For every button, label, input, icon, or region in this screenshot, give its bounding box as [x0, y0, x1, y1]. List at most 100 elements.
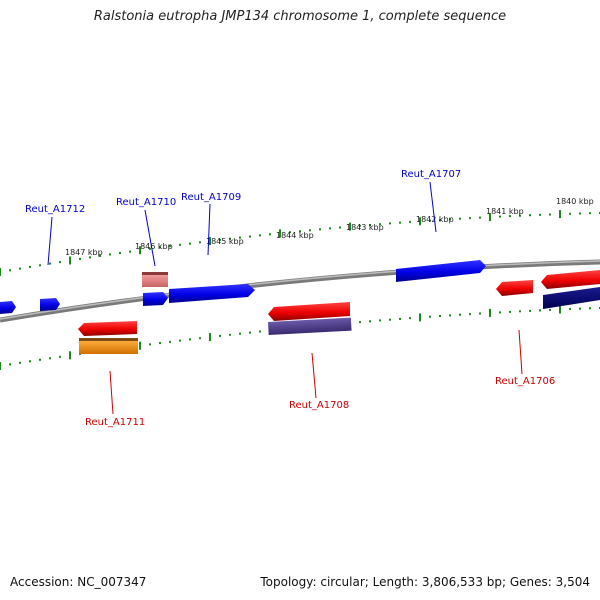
scale-tick-minor: [539, 309, 541, 312]
scale-tick-minor: [499, 311, 501, 314]
scale-label: 1844 kbp: [276, 231, 314, 240]
scale-tick-minor: [509, 215, 511, 218]
gene-arrow-reverse[interactable]: [268, 302, 350, 321]
scale-tick-minor: [99, 254, 101, 257]
chromosome-backbone: [0, 259, 600, 323]
scale-tick-minor: [529, 214, 531, 217]
scale-tick-minor: [49, 262, 51, 265]
scale-tick-minor: [239, 236, 241, 239]
scale-label: 1845 kbp: [206, 237, 244, 246]
scale-tick-minor: [359, 321, 361, 324]
gene-box-reverse[interactable]: [79, 340, 138, 354]
scale-tick-minor: [439, 315, 441, 317]
scale-tick-minor: [249, 235, 251, 238]
scale-tick-minor: [149, 343, 151, 346]
scale-tick-minor: [189, 338, 191, 341]
scale-tick-minor: [369, 224, 371, 226]
sequence-summary: Topology: circular; Length: 3,806,533 bp…: [260, 575, 590, 589]
gene-label[interactable]: Reut_A1712: [25, 204, 85, 215]
scale-tick-minor: [319, 228, 321, 231]
scale-tick-minor: [399, 221, 401, 224]
gene-arrow-forward[interactable]: [0, 301, 16, 314]
leader-line: [518, 329, 523, 375]
gene-box-reverse[interactable]: [543, 287, 600, 309]
scale-tick-minor: [129, 250, 131, 253]
scale-tick-minor: [289, 231, 291, 234]
gene-box-top-edge: [142, 272, 168, 275]
scale-tick-major: [69, 351, 71, 360]
scale-tick-minor: [179, 339, 181, 342]
scale-tick-minor: [329, 227, 331, 230]
gene-box-forward[interactable]: [142, 274, 168, 287]
scale-tick-minor: [169, 245, 171, 248]
scale-tick-major: [0, 362, 1, 370]
scale-tick-major: [139, 341, 141, 350]
scale-tick-minor: [379, 223, 381, 226]
scale-tick-minor: [169, 340, 171, 343]
scale-tick-minor: [159, 342, 161, 345]
gene-arrow-forward[interactable]: [143, 292, 168, 306]
scale-tick-major: [559, 305, 561, 314]
scale-tick-minor: [449, 314, 451, 317]
gene-box-top-edge: [79, 338, 138, 341]
scale-tick-minor: [219, 334, 221, 337]
gene-arrow-reverse[interactable]: [78, 321, 137, 336]
scale-tick-major: [0, 268, 1, 276]
gene-arrow-reverse[interactable]: [496, 280, 533, 296]
gene-label[interactable]: Reut_A1710: [116, 197, 176, 208]
scale-tick-minor: [509, 310, 511, 313]
gene-arrow-reverse[interactable]: [541, 270, 600, 289]
gene-arrow-forward[interactable]: [40, 298, 60, 311]
scale-tick-minor: [259, 330, 261, 333]
scale-tick-minor: [369, 320, 371, 323]
gene-arrow-forward[interactable]: [396, 260, 486, 282]
scale-tick-minor: [459, 217, 461, 220]
scale-tick-minor: [479, 216, 481, 219]
scale-tick-minor: [79, 257, 81, 260]
scale-tick-minor: [389, 222, 391, 225]
scale-tick-minor: [29, 265, 31, 268]
map-title: Ralstonia eutropha JMP134 chromosome 1, …: [93, 9, 507, 24]
scale-tick-major: [69, 256, 71, 265]
scale-tick-minor: [479, 312, 481, 315]
scale-tick-minor: [529, 309, 531, 312]
scale-tick-minor: [119, 252, 121, 254]
scale-tick-minor: [359, 224, 361, 227]
scale-label: 1841 kbp: [486, 207, 524, 216]
scale-tick-minor: [199, 241, 201, 244]
scale-tick-minor: [389, 318, 391, 321]
scale-tick-minor: [29, 360, 31, 363]
gene-arrow-forward[interactable]: [169, 284, 255, 303]
scale-tick-minor: [49, 357, 51, 360]
scale-tick-major: [559, 210, 561, 219]
scale-tick-minor: [59, 261, 61, 264]
scale-tick-major: [279, 229, 281, 238]
gene-label[interactable]: Reut_A1707: [401, 169, 461, 180]
scale-label: 1847 kbp: [65, 248, 103, 257]
scale-tick-minor: [499, 215, 501, 218]
gene-label[interactable]: Reut_A1708: [289, 400, 349, 411]
scale-tick-minor: [199, 337, 201, 340]
scale-tick-minor: [259, 234, 261, 237]
scale-tick-minor: [519, 214, 521, 217]
scale-tick-major: [139, 246, 141, 255]
scale-tick-major: [419, 313, 421, 322]
scale-tick-minor: [549, 308, 551, 311]
scale-tick-major: [209, 333, 211, 342]
gene-label[interactable]: Reut_A1706: [495, 376, 555, 387]
scale-tick-minor: [569, 212, 571, 215]
gene-label[interactable]: Reut_A1709: [181, 192, 241, 203]
scale-tick-minor: [269, 233, 271, 236]
gene-label[interactable]: Reut_A1711: [85, 417, 145, 428]
gene-box-reverse[interactable]: [268, 317, 352, 335]
scale-label: 1843 kbp: [346, 223, 384, 232]
scale-tick-minor: [589, 307, 591, 310]
scale-tick-minor: [409, 220, 411, 223]
scale-label: 1840 kbp: [556, 197, 594, 206]
leader-line: [47, 216, 53, 266]
scale-label: 1846 kbp: [135, 242, 173, 251]
scale-tick-minor: [469, 217, 471, 220]
leader-line: [144, 209, 156, 267]
